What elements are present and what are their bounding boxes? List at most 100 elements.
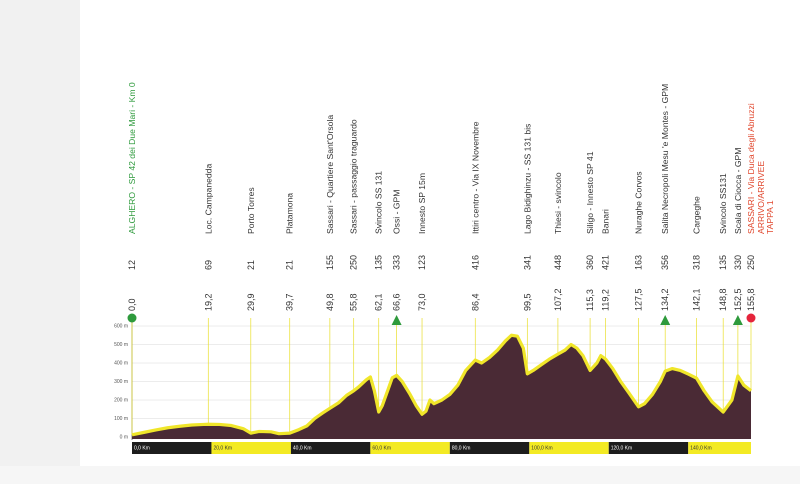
bottom-margin-panel bbox=[0, 466, 800, 484]
checkpoint-altitude: 21 bbox=[246, 260, 256, 270]
y-tick-label: 600 m bbox=[114, 324, 128, 330]
km-ruler-segment bbox=[688, 442, 751, 454]
checkpoint-km: 73,0 bbox=[417, 293, 427, 311]
km-ruler-segment bbox=[370, 442, 450, 454]
checkpoint-altitude: 163 bbox=[634, 255, 644, 270]
checkpoint-km: 99,5 bbox=[522, 293, 532, 311]
y-tick-label: 400 m bbox=[114, 361, 128, 367]
checkpoint-name: Nuraghe Corvos bbox=[634, 171, 644, 234]
checkpoint-km: 0,0 bbox=[127, 298, 137, 311]
checkpoint-name: Ossi - GPM bbox=[392, 190, 402, 234]
elevation-area bbox=[131, 333, 752, 439]
checkpoint-altitude: 421 bbox=[601, 255, 611, 270]
checkpoint-name: Ittiri centro - Via IX Novembre bbox=[470, 121, 480, 234]
checkpoint-km: 155,8 bbox=[746, 288, 756, 311]
checkpoint-altitude: 123 bbox=[417, 255, 427, 270]
km-ruler-label: 100,0 Km bbox=[531, 446, 552, 452]
start-marker bbox=[127, 313, 137, 323]
checkpoint-km: 119,2 bbox=[601, 289, 611, 311]
checkpoint-name: Platamona bbox=[285, 193, 295, 234]
km-ruler: 0,0 Km 20,0 Km 40,0 Km 60,0 Km 80,0 Km 100,0 … bbox=[132, 442, 751, 454]
checkpoint-altitude: 135 bbox=[374, 255, 384, 270]
checkpoint-name: Loc. Campanedda bbox=[203, 164, 213, 234]
checkpoint-name: Lago Bidighinzu - SS 131 bis bbox=[522, 124, 532, 234]
km-ruler-label: 60,0 Km bbox=[372, 446, 391, 452]
checkpoint-name: Scala di Ciocca - GPM bbox=[733, 148, 743, 234]
checkpoint-name: Salita Necropoli Mesu 'e Montes - GPM bbox=[660, 84, 670, 234]
altimetry-profile-chart: 0 m 100 m 200 m 300 m 400 m 500 m 600 m 0,0 Km… bbox=[114, 82, 775, 454]
checkpoint-altitude: 135 bbox=[718, 255, 728, 270]
checkpoint-km: 39,7 bbox=[285, 293, 295, 311]
checkpoint-altitude: 416 bbox=[470, 255, 480, 270]
finish-extra-label: TAPPA 1 bbox=[765, 200, 775, 234]
checkpoint-name: Svincolo SS131 bbox=[718, 173, 728, 234]
km-ruler-label: 120,0 Km bbox=[611, 446, 632, 452]
checkpoint-name: Innesto SP 15m bbox=[417, 173, 427, 234]
checkpoint-km: 107,2 bbox=[553, 288, 563, 311]
finish-extra-label: ARRIVO/ARRIVEE bbox=[756, 161, 766, 234]
checkpoint-altitude: 330 bbox=[733, 255, 743, 270]
checkpoint-km: 49,8 bbox=[325, 293, 335, 311]
km-ruler-segment bbox=[132, 442, 212, 454]
checkpoint-altitude: 12 bbox=[127, 260, 137, 270]
checkpoint-km: 86,4 bbox=[470, 293, 480, 311]
km-ruler-segment bbox=[608, 442, 689, 454]
checkpoint-altitude: 333 bbox=[392, 255, 402, 270]
checkpoint-km: 142,1 bbox=[692, 288, 702, 311]
checkpoint-name: ALGHERO - SP 42 dei Due Mari - Km 0 bbox=[127, 82, 137, 234]
y-tick-label: 100 m bbox=[114, 416, 128, 422]
km-ruler-label: 0,0 Km bbox=[134, 446, 150, 452]
left-margin-panel bbox=[0, 0, 80, 466]
checkpoint-name: Porto Torres bbox=[246, 187, 256, 234]
km-ruler-label: 80,0 Km bbox=[452, 446, 471, 452]
checkpoint-altitude: 250 bbox=[349, 255, 359, 270]
y-tick-label: 500 m bbox=[114, 342, 128, 348]
checkpoint-altitude: 155 bbox=[325, 255, 335, 270]
checkpoint-altitude: 360 bbox=[585, 255, 595, 270]
checkpoint-altitude: 356 bbox=[660, 255, 670, 270]
checkpoint-km: 148,8 bbox=[718, 288, 728, 311]
checkpoint-km: 55,8 bbox=[349, 293, 359, 311]
checkpoint-km: 66,6 bbox=[392, 293, 402, 311]
checkpoint-km: 127,5 bbox=[634, 288, 644, 311]
checkpoint-km: 29,9 bbox=[246, 293, 256, 311]
checkpoint-name: Svincolo SS 131 bbox=[374, 171, 384, 234]
km-ruler-segment bbox=[211, 442, 291, 454]
checkpoint-name: Sassari - passaggio traguardo bbox=[349, 119, 359, 234]
km-ruler-segment bbox=[529, 442, 609, 454]
km-ruler-label: 140,0 Km bbox=[690, 446, 711, 452]
checkpoint-altitude: 448 bbox=[553, 255, 563, 270]
gpm-marker bbox=[660, 315, 671, 325]
gpm-marker bbox=[732, 315, 743, 325]
km-ruler-segment bbox=[449, 442, 530, 454]
checkpoint-km: 62,1 bbox=[374, 293, 384, 311]
y-tick-label: 300 m bbox=[114, 379, 128, 385]
checkpoint-name: SASSARI - Via Duca degli Abruzzi bbox=[746, 103, 756, 234]
checkpoint-labels: 0,0 12 ALGHERO - SP 42 dei Due Mari - Km 0… bbox=[127, 82, 775, 311]
checkpoint-km: 19,2 bbox=[203, 293, 213, 311]
finish-marker bbox=[746, 313, 756, 323]
checkpoint-altitude: 318 bbox=[692, 255, 702, 270]
checkpoint-km: 134,2 bbox=[660, 288, 670, 311]
checkpoint-guide-lines bbox=[131, 318, 752, 435]
checkpoint-name: Siligo - Innesto SP 41 bbox=[585, 151, 595, 234]
markers bbox=[127, 313, 756, 325]
elevation-outline bbox=[131, 333, 752, 437]
elevation-fill bbox=[132, 335, 751, 439]
km-ruler-label: 40,0 Km bbox=[293, 446, 312, 452]
y-tick-label: 0 m bbox=[120, 435, 128, 441]
checkpoint-name: Thiesi - svincolo bbox=[553, 172, 563, 234]
checkpoint-altitude: 250 bbox=[746, 255, 756, 270]
y-tick-label: 200 m bbox=[114, 398, 128, 404]
km-ruler-label: 20,0 Km bbox=[213, 446, 232, 452]
checkpoint-name: Banari bbox=[601, 209, 611, 234]
km-ruler-segment bbox=[290, 442, 371, 454]
y-axis-ticks: 0 m 100 m 200 m 300 m 400 m 500 m 600 m bbox=[114, 324, 128, 441]
checkpoint-name: Cargeghe bbox=[692, 196, 702, 234]
checkpoint-altitude: 21 bbox=[285, 260, 295, 270]
checkpoint-altitude: 341 bbox=[522, 255, 532, 270]
gpm-marker bbox=[391, 315, 402, 325]
checkpoint-km: 152,5 bbox=[733, 288, 743, 311]
checkpoint-altitude: 69 bbox=[203, 260, 213, 270]
checkpoint-name: Sassari - Quartiere Sant'Orsola bbox=[325, 115, 335, 234]
